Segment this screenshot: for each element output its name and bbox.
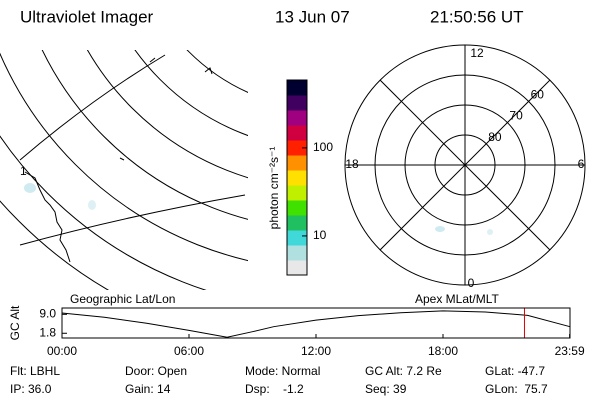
- colorbar-swatch: [287, 125, 307, 141]
- colorbar-swatch: [287, 245, 307, 261]
- info-field: Seq: 39: [365, 382, 407, 396]
- colorbar-swatch: [287, 230, 307, 246]
- colorbar-swatch: [287, 95, 307, 111]
- x-tick-label: 06:00: [174, 344, 204, 358]
- info-field: GC Alt: 7.2 Re: [365, 364, 442, 378]
- colorbar-tick-label: 100: [313, 140, 333, 154]
- colorbar-swatch: [287, 140, 307, 156]
- colorbar-tick-label: 10: [313, 228, 327, 242]
- date: 13 Jun 07: [275, 7, 350, 26]
- x-tick-label: 23:59: [555, 344, 585, 358]
- colorbar-swatch: [287, 110, 307, 126]
- colorbar-label: photon cm⁻²s⁻¹: [267, 147, 281, 230]
- x-tick-label: 18:00: [428, 344, 458, 358]
- info-field: GLat: -47.7: [485, 364, 545, 378]
- mlt-label: 6: [578, 157, 585, 171]
- colorbar-frame: [286, 79, 308, 276]
- y-tick-label: 9.0: [39, 306, 56, 320]
- mlt-label: 18: [345, 157, 359, 171]
- mlt-label: 12: [470, 46, 484, 60]
- x-tick-label: 00:00: [47, 344, 77, 358]
- info-field: Dsp: -1.2: [245, 382, 304, 396]
- lat-label: 70: [509, 109, 523, 123]
- colorbar-swatch: [287, 170, 307, 186]
- info-field: IP: 36.0: [10, 382, 52, 396]
- lat-circle: [374, 74, 556, 256]
- map-mark: 1: [20, 164, 27, 178]
- time: 21:50:56 UT: [430, 7, 524, 26]
- colorbar-swatch: [287, 215, 307, 231]
- y-tick-label: 1.8: [39, 325, 56, 339]
- title: Ultraviolet Imager: [20, 7, 154, 26]
- plot-frame: [61, 307, 571, 339]
- lat-label: 60: [531, 88, 545, 102]
- altitude-line: [61, 310, 571, 338]
- colorbar-swatch: [287, 80, 307, 96]
- info-field: Flt: LBHL: [10, 364, 60, 378]
- x-tick-label: 12:00: [301, 344, 331, 358]
- lat-label: 80: [488, 130, 502, 144]
- colorbar-swatch: [287, 185, 307, 201]
- caption: Geographic Lat/Lon: [70, 292, 175, 306]
- mlt-label: 0: [468, 276, 475, 290]
- lat-circle: [434, 134, 496, 196]
- colorbar-swatch: [287, 200, 307, 216]
- caption: Apex MLat/MLT: [415, 292, 499, 306]
- info-field: Gain: 14: [125, 382, 171, 396]
- info-field: GLon: 75.7: [485, 382, 548, 396]
- lat-circle: [404, 104, 526, 226]
- map: [0, 50, 248, 290]
- y-axis-label: GC Alt: [8, 305, 22, 340]
- info-field: Mode: Normal: [245, 364, 320, 378]
- colorbar-swatch: [287, 155, 307, 171]
- info-field: Door: Open: [125, 364, 187, 378]
- info-panel: Flt: LBHL Door: Open Mode: Normal GC Alt: 7…: [10, 364, 548, 396]
- altitude-plot: Geographic Lat/Lon Apex MLat/MLT GC Alt 1.8…: [8, 292, 585, 358]
- colorbar-swatch: [287, 260, 307, 276]
- colorbar: 10 100: [286, 79, 333, 276]
